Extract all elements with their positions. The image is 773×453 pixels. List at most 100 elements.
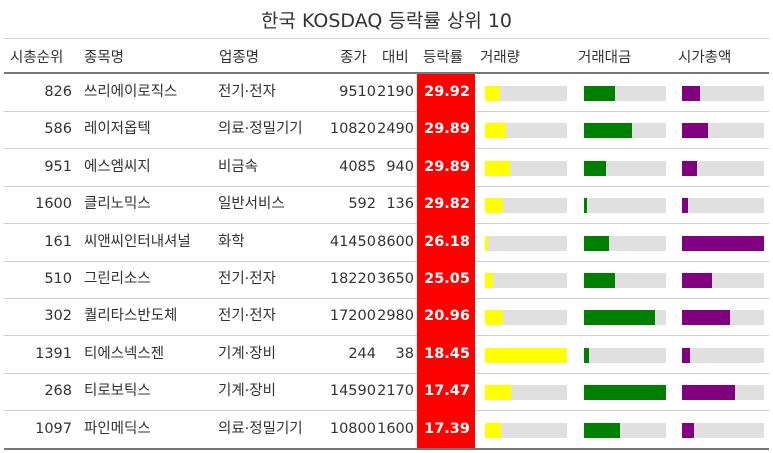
trade-value-bar xyxy=(584,310,655,326)
trade-value-bar xyxy=(584,123,632,139)
header-rank: 시총순위 xyxy=(10,50,64,66)
header-volume: 거래량 xyxy=(480,50,521,66)
trade-value-bar-track xyxy=(584,235,666,251)
market-cap-bar xyxy=(682,310,731,326)
rate-cell: 20.96 xyxy=(417,298,475,337)
rate-cell: 17.39 xyxy=(417,410,475,449)
market-cap-bar-track xyxy=(682,385,764,401)
volume-bar-track xyxy=(485,273,567,288)
market-cap-bar xyxy=(682,160,697,176)
table-row: 510 그린리소스 전기·전자 18220 3650 25.05 xyxy=(4,261,769,299)
change-cell: 136 xyxy=(386,196,414,213)
rank-cell: 1097 xyxy=(35,420,72,437)
rank-cell: 1391 xyxy=(35,345,72,362)
trade-value-bar xyxy=(584,347,589,363)
header-name: 종목명 xyxy=(84,50,125,66)
volume-bar xyxy=(485,198,504,214)
market-cap-bar-track xyxy=(682,273,764,288)
stock-name-cell: 퀄리타스반도체 xyxy=(84,308,178,325)
trade-value-bar-track xyxy=(584,86,666,101)
close-price-cell: 9510 xyxy=(339,84,376,100)
trade-value-bar xyxy=(584,86,616,101)
change-cell: 38 xyxy=(395,345,414,362)
trade-value-bar xyxy=(584,422,621,438)
table-row: 302 퀄리타스반도체 전기·전자 17200 2980 20.96 xyxy=(4,298,769,337)
stock-name-cell: 레이저옵텍 xyxy=(84,121,151,138)
market-cap-bar-track xyxy=(682,160,764,176)
change-cell: 3650 xyxy=(377,271,414,287)
rate-cell: 18.45 xyxy=(417,335,475,374)
stock-name-cell: 씨앤씨인터내셔널 xyxy=(84,233,191,250)
rank-cell: 161 xyxy=(44,233,72,250)
close-price-cell: 41450 xyxy=(329,233,376,250)
sector-cell: 전기·전자 xyxy=(218,271,276,287)
stock-name-cell: 클리노믹스 xyxy=(84,196,151,213)
rate-cell: 25.05 xyxy=(417,261,475,299)
chart-title: 한국 KOSDAQ 등락률 상위 10 xyxy=(260,10,513,32)
rate-cell: 29.92 xyxy=(417,74,475,112)
market-cap-bar-track xyxy=(682,310,764,326)
change-cell: 1600 xyxy=(377,420,414,437)
volume-bar xyxy=(485,422,502,438)
close-price-cell: 244 xyxy=(348,345,376,362)
volume-bar-track xyxy=(485,347,567,363)
header-close: 종가 xyxy=(340,50,367,66)
trade-value-bar-track xyxy=(584,347,666,363)
rank-cell: 951 xyxy=(44,158,72,175)
market-cap-bar xyxy=(682,347,691,363)
rate-cell: 29.82 xyxy=(417,186,475,225)
sector-cell: 의료·정밀기기 xyxy=(218,121,303,138)
table-bottom-rule xyxy=(4,448,769,450)
stock-name-cell: 티로보틱스 xyxy=(84,383,151,400)
market-cap-bar-track xyxy=(682,235,764,251)
table-row: 951 에스엠씨지 비금속 4085 940 29.89 xyxy=(4,148,769,187)
volume-bar xyxy=(485,310,504,326)
volume-bar xyxy=(485,385,512,401)
market-cap-bar-track xyxy=(682,198,764,214)
volume-bar xyxy=(485,86,500,101)
trade-value-bar-track xyxy=(584,198,666,214)
sector-cell: 기계·장비 xyxy=(218,345,276,362)
market-cap-bar xyxy=(682,422,695,438)
header-divider xyxy=(4,72,769,74)
trade-value-bar-track xyxy=(584,123,666,139)
market-cap-bar xyxy=(682,273,713,288)
market-cap-bar-track xyxy=(682,422,764,438)
close-price-cell: 17200 xyxy=(329,308,376,325)
volume-bar-track xyxy=(485,86,567,101)
rate-cell: 29.89 xyxy=(417,111,475,150)
rank-cell: 826 xyxy=(44,84,72,100)
sector-cell: 전기·전자 xyxy=(218,308,276,325)
market-cap-bar xyxy=(682,86,701,101)
table-row: 1600 클리노믹스 일반서비스 592 136 29.82 xyxy=(4,186,769,225)
header-change: 대비 xyxy=(382,50,409,66)
close-price-cell: 4085 xyxy=(339,158,376,175)
rate-cell: 17.47 xyxy=(417,373,475,412)
volume-bar-track xyxy=(485,310,567,326)
volume-bar xyxy=(485,235,489,251)
trade-value-bar xyxy=(584,198,588,214)
market-cap-bar-track xyxy=(682,123,764,139)
rate-cell: 29.89 xyxy=(417,148,475,187)
rank-cell: 268 xyxy=(44,383,72,400)
header-rate: 등락률 xyxy=(423,50,464,66)
change-cell: 2980 xyxy=(377,308,414,325)
table-row: 1391 티에스넥스젠 기계·장비 244 38 18.45 xyxy=(4,335,769,374)
market-cap-bar-track xyxy=(682,86,764,101)
rank-cell: 586 xyxy=(44,121,72,138)
change-cell: 2170 xyxy=(377,383,414,400)
trade-value-bar-track xyxy=(584,160,666,176)
market-cap-bar xyxy=(682,198,688,214)
market-cap-bar xyxy=(682,235,764,251)
change-cell: 2490 xyxy=(377,121,414,138)
rank-cell: 1600 xyxy=(35,196,72,213)
header-sector: 업종명 xyxy=(219,50,260,66)
trade-value-bar xyxy=(584,385,666,401)
table-row: 268 티로보틱스 기계·장비 14590 2170 17.47 xyxy=(4,373,769,412)
volume-bar xyxy=(485,160,510,176)
table-row: 1097 파인메딕스 의료·정밀기기 10800 1600 17.39 xyxy=(4,410,769,449)
change-cell: 2190 xyxy=(377,84,414,100)
stock-name-cell: 에스엠씨지 xyxy=(84,158,151,175)
volume-bar-track xyxy=(485,160,567,176)
